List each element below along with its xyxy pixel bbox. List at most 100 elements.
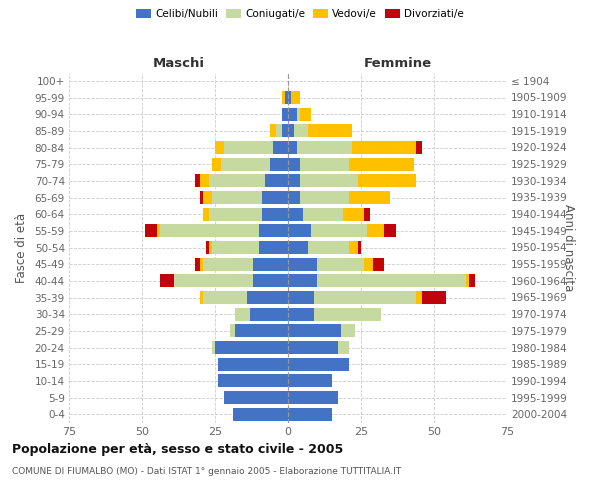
Bar bbox=[282, 124, 288, 138]
Bar bbox=[469, 274, 475, 287]
Text: Femmine: Femmine bbox=[364, 57, 431, 70]
Bar bbox=[200, 191, 203, 204]
Text: Maschi: Maschi bbox=[152, 57, 205, 70]
Bar bbox=[288, 274, 317, 287]
Bar bbox=[200, 174, 209, 188]
Bar bbox=[416, 291, 422, 304]
Bar bbox=[262, 208, 288, 220]
Bar bbox=[206, 241, 209, 254]
Bar bbox=[466, 274, 469, 287]
Bar bbox=[288, 224, 311, 237]
Bar bbox=[203, 208, 209, 220]
Bar bbox=[271, 158, 288, 170]
Bar bbox=[233, 408, 288, 420]
Bar bbox=[262, 191, 288, 204]
Bar bbox=[291, 91, 299, 104]
Bar bbox=[224, 141, 274, 154]
Bar bbox=[203, 191, 212, 204]
Bar bbox=[212, 341, 215, 354]
Bar bbox=[203, 258, 253, 270]
Bar bbox=[230, 324, 235, 338]
Bar bbox=[358, 241, 361, 254]
Bar bbox=[215, 141, 224, 154]
Bar bbox=[338, 341, 349, 354]
Bar bbox=[308, 124, 352, 138]
Bar bbox=[215, 341, 288, 354]
Bar bbox=[288, 174, 299, 188]
Bar bbox=[314, 291, 416, 304]
Bar bbox=[218, 358, 288, 370]
Bar bbox=[288, 324, 341, 338]
Bar bbox=[288, 374, 332, 388]
Bar bbox=[247, 291, 288, 304]
Bar bbox=[203, 291, 247, 304]
Bar bbox=[209, 241, 212, 254]
Bar bbox=[349, 191, 390, 204]
Bar bbox=[288, 308, 314, 320]
Bar bbox=[317, 274, 466, 287]
Bar bbox=[288, 241, 308, 254]
Bar bbox=[416, 141, 422, 154]
Y-axis label: Anni di nascita: Anni di nascita bbox=[562, 204, 575, 291]
Bar bbox=[265, 174, 288, 188]
Bar bbox=[212, 158, 221, 170]
Bar bbox=[299, 174, 358, 188]
Bar bbox=[314, 308, 382, 320]
Bar bbox=[253, 258, 288, 270]
Bar bbox=[288, 341, 338, 354]
Bar bbox=[352, 141, 416, 154]
Y-axis label: Fasce di età: Fasce di età bbox=[14, 212, 28, 282]
Bar bbox=[299, 108, 311, 120]
Bar bbox=[311, 224, 367, 237]
Bar bbox=[274, 141, 288, 154]
Bar bbox=[367, 224, 385, 237]
Bar bbox=[288, 208, 302, 220]
Bar bbox=[364, 258, 373, 270]
Bar bbox=[277, 124, 282, 138]
Bar bbox=[288, 124, 294, 138]
Bar bbox=[160, 274, 174, 287]
Bar bbox=[218, 374, 288, 388]
Bar bbox=[221, 158, 271, 170]
Legend: Celibi/Nubili, Coniugati/e, Vedovi/e, Divorziati/e: Celibi/Nubili, Coniugati/e, Vedovi/e, Di… bbox=[132, 5, 468, 24]
Bar bbox=[194, 174, 200, 188]
Bar bbox=[288, 408, 332, 420]
Bar bbox=[288, 158, 299, 170]
Bar bbox=[271, 124, 277, 138]
Bar bbox=[194, 258, 200, 270]
Bar bbox=[235, 308, 250, 320]
Bar bbox=[294, 124, 308, 138]
Bar bbox=[200, 291, 203, 304]
Bar bbox=[253, 274, 288, 287]
Bar bbox=[259, 241, 288, 254]
Bar bbox=[308, 241, 349, 254]
Bar bbox=[317, 258, 364, 270]
Bar bbox=[299, 191, 349, 204]
Bar bbox=[358, 174, 416, 188]
Text: Popolazione per età, sesso e stato civile - 2005: Popolazione per età, sesso e stato civil… bbox=[12, 442, 343, 456]
Bar bbox=[349, 241, 358, 254]
Bar bbox=[288, 108, 297, 120]
Bar bbox=[285, 91, 288, 104]
Bar bbox=[200, 258, 203, 270]
Bar bbox=[349, 158, 413, 170]
Bar bbox=[297, 141, 352, 154]
Bar bbox=[250, 308, 288, 320]
Bar bbox=[174, 274, 253, 287]
Bar bbox=[302, 208, 343, 220]
Bar bbox=[288, 191, 299, 204]
Bar bbox=[422, 291, 446, 304]
Bar bbox=[282, 91, 285, 104]
Bar bbox=[364, 208, 370, 220]
Bar bbox=[145, 224, 157, 237]
Bar bbox=[299, 158, 349, 170]
Bar bbox=[212, 241, 259, 254]
Bar bbox=[297, 108, 299, 120]
Bar bbox=[343, 208, 364, 220]
Bar bbox=[373, 258, 385, 270]
Bar bbox=[282, 108, 288, 120]
Bar bbox=[288, 358, 349, 370]
Bar bbox=[288, 391, 338, 404]
Bar bbox=[235, 324, 288, 338]
Bar bbox=[288, 91, 291, 104]
